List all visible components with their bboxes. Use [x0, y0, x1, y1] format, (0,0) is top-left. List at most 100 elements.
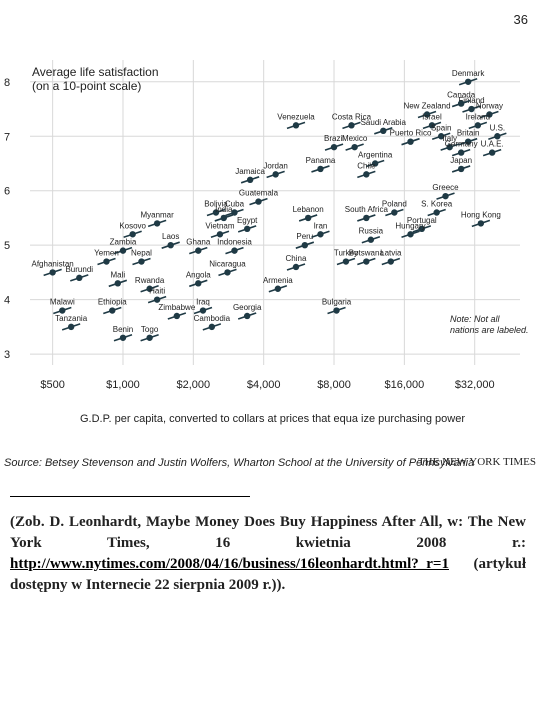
point-label: China	[286, 254, 307, 263]
point-label: India	[215, 205, 233, 214]
y-tick-label: 6	[4, 186, 10, 198]
data-point	[333, 307, 340, 314]
point-label: Latvia	[380, 249, 402, 258]
point-label: Germany	[445, 140, 478, 149]
point-label: Mali	[110, 270, 125, 279]
y-tick-label: 7	[4, 131, 10, 143]
point-label: Greece	[432, 183, 459, 192]
point-label: Chile	[357, 161, 376, 170]
data-point	[129, 231, 136, 238]
data-point	[428, 122, 436, 129]
data-point	[208, 323, 216, 331]
data-point	[103, 258, 110, 265]
point-label: Peru	[296, 232, 313, 241]
point-label: Georgia	[233, 303, 262, 312]
point-label: Rwanda	[135, 276, 165, 285]
point-label: U.A.E.	[481, 140, 504, 149]
data-point	[231, 247, 238, 254]
citation-text: (Zob. D. Leonhardt, Maybe Money Does Buy…	[10, 512, 526, 596]
data-point	[167, 241, 174, 249]
citation-link[interactable]: http://www.nytimes.com/2008/04/16/busine…	[10, 556, 449, 572]
data-point	[457, 100, 465, 107]
x-tick-label: $16,000	[384, 379, 424, 391]
data-point	[371, 160, 379, 167]
point-label: Jamaica	[235, 167, 265, 176]
citation-after: (artykuł dostępny w Internecie 22 sierpn…	[10, 556, 526, 593]
data-point	[119, 247, 127, 254]
data-point	[212, 209, 220, 216]
credit-text: THE NEW YORK TIMES	[418, 456, 536, 468]
data-point	[195, 280, 202, 287]
y-axis-label-line-2: (on a 10-point scale)	[32, 79, 141, 93]
point-label: Tanzania	[55, 314, 88, 323]
data-point	[195, 247, 202, 254]
data-point	[301, 241, 309, 249]
data-point	[153, 296, 161, 303]
point-label: Togo	[141, 325, 159, 334]
point-label: Panama	[306, 156, 336, 165]
x-tick-label: $32,000	[455, 379, 495, 391]
point-label: Iraq	[196, 298, 210, 307]
data-point	[216, 231, 224, 238]
point-label: Angola	[186, 270, 211, 279]
data-point	[387, 258, 395, 265]
data-point	[109, 307, 116, 314]
data-point	[146, 334, 153, 341]
point-label: New Zealand	[403, 101, 450, 110]
data-point	[363, 214, 370, 222]
point-label: Zimbabwe	[158, 303, 195, 312]
point-label: Brazil	[324, 134, 344, 143]
citation-before: (Zob. D. Leonhardt, Maybe Money Does Buy…	[10, 514, 526, 551]
x-axis-ticks: $500 $1,000 $2,000 $4,000 $8,000 $16,000 $32,0…	[40, 379, 494, 391]
data-point	[146, 285, 153, 292]
data-point	[138, 258, 145, 265]
data-point	[477, 220, 485, 227]
data-point	[363, 171, 370, 178]
point-label: Israel	[422, 112, 442, 121]
note-line-2: nations are labeled.	[450, 325, 529, 335]
data-point	[407, 138, 414, 145]
data-point	[367, 236, 375, 243]
data-point	[418, 225, 426, 233]
data-point	[330, 143, 338, 151]
data-point	[49, 269, 56, 276]
data-point	[119, 334, 127, 341]
point-label: Malawi	[50, 298, 75, 307]
data-point	[220, 214, 227, 222]
data-point	[464, 138, 472, 145]
data-point	[474, 122, 482, 129]
point-label: Puerto Rico	[390, 129, 432, 138]
point-label: Laos	[162, 232, 179, 241]
x-tick-label: $1,000	[106, 379, 140, 391]
point-label: Poland	[382, 200, 407, 209]
point-label: Botswana	[349, 249, 385, 258]
data-point	[272, 171, 279, 178]
point-label: Denmark	[452, 69, 485, 78]
chart-grid	[30, 60, 520, 365]
point-label: Burundi	[65, 265, 93, 274]
x-tick-label: $4,000	[247, 379, 281, 391]
point-label: Iran	[314, 221, 328, 230]
data-point	[351, 143, 358, 151]
data-point	[442, 192, 449, 200]
point-label: Lebanon	[293, 205, 324, 214]
chart-svg: 3 4 5 6 7 8 $500 $1,000 $2,000 $4,000 $8,000 $16,0…	[4, 60, 536, 469]
y-tick-label: 8	[4, 77, 10, 89]
point-label: South Africa	[345, 205, 389, 214]
point-label: Benin	[113, 325, 133, 334]
point-label: Canada	[447, 91, 476, 100]
page-number: 36	[513, 12, 528, 27]
data-point	[446, 143, 453, 151]
data-point	[486, 111, 493, 118]
data-point	[437, 133, 445, 140]
data-point	[457, 149, 465, 156]
data-point	[391, 209, 398, 216]
point-label: Vietnam	[205, 221, 235, 230]
point-label: Norway	[476, 101, 503, 110]
point-label: Russia	[359, 227, 384, 236]
x-tick-label: $8,000	[317, 379, 351, 391]
point-label: Cambodia	[194, 314, 231, 323]
footnote-divider	[10, 496, 250, 497]
point-label: Ghana	[186, 238, 211, 247]
